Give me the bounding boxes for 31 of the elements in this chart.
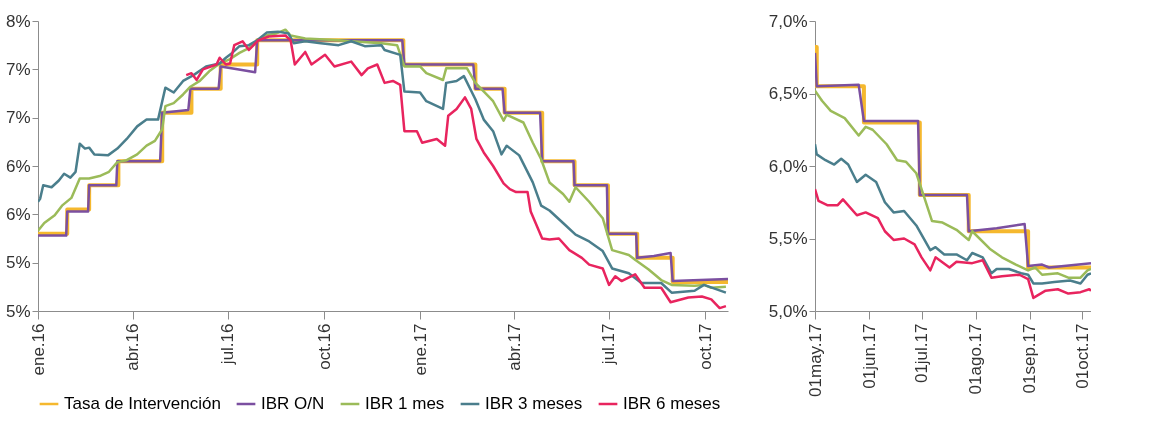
x-tick-label: abr.17 (504, 323, 524, 371)
legend-label: IBR 1 mes (365, 394, 445, 413)
legend-label: IBR 6 meses (623, 394, 721, 413)
y-tick-label: 6% (5, 156, 31, 176)
legend-label: IBR O/N (261, 394, 325, 413)
y-tick-label: 5% (5, 253, 31, 273)
y-tick-label: 6,5% (768, 84, 808, 103)
y-tick-label: 7% (5, 59, 31, 79)
x-tick-label: 01jun.17 (859, 323, 879, 389)
x-tick-label: oct.16 (314, 323, 334, 370)
x-tick-label: oct.17 (695, 323, 715, 370)
x-tick-label: ene.16 (28, 323, 48, 376)
y-tick-label: 5,0% (768, 301, 808, 321)
x-tick-label: 01ago.17 (966, 323, 986, 395)
x-tick-label: 01sep.17 (1020, 323, 1040, 394)
y-tick-label: 7,0% (768, 11, 808, 31)
y-tick-label: 6,0% (768, 156, 808, 176)
y-tick-label: 5% (5, 301, 31, 321)
y-tick-label: 8% (5, 11, 31, 31)
legend-label: IBR 3 meses (485, 394, 583, 413)
y-tick-label: 7% (5, 108, 31, 128)
x-tick-label: abr.16 (123, 323, 143, 371)
legend-label: Tasa de Intervención (64, 394, 221, 413)
x-tick-label: 01oct.17 (1072, 323, 1092, 389)
y-tick-label: 6% (5, 204, 31, 224)
x-tick-label: jul.17 (599, 323, 619, 366)
x-tick-label: jul.16 (218, 323, 238, 366)
x-tick-label: 01may.17 (805, 323, 825, 397)
x-tick-label: 01jul.17 (912, 323, 932, 384)
x-tick-label: ene.17 (410, 323, 430, 376)
y-tick-label: 5,5% (768, 229, 808, 248)
